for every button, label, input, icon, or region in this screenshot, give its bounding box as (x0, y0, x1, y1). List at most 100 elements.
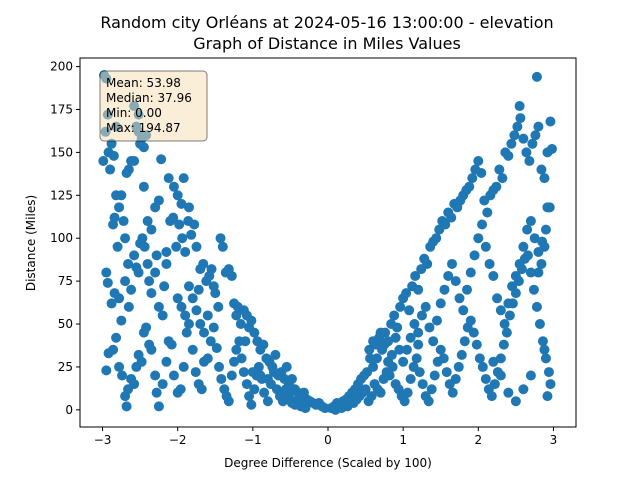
data-point-254 (521, 147, 532, 158)
y-tick-label: 100 (50, 231, 73, 245)
stats-box: Mean: 53.98 Median: 37.96 Min: 0.00 Max:… (99, 70, 208, 142)
data-point-288 (384, 370, 395, 381)
stats-median: Median: 37.96 (106, 91, 192, 105)
y-tick-label: 175 (50, 102, 73, 116)
x-axis-label: Degree Difference (Scaled by 100) (224, 456, 432, 470)
data-point-407 (180, 310, 191, 321)
data-point-54 (150, 267, 161, 278)
data-point-421 (114, 293, 125, 304)
data-point-69 (191, 241, 202, 252)
data-point-138 (157, 379, 168, 390)
data-point-298 (414, 367, 425, 378)
data-point-380 (522, 224, 533, 235)
data-point-317 (471, 339, 482, 350)
data-point-78 (213, 301, 224, 312)
data-point-415 (146, 224, 157, 235)
data-point-414 (142, 216, 153, 227)
data-point-136 (151, 387, 162, 398)
data-point-238 (473, 155, 484, 166)
data-point-20 (129, 155, 140, 166)
data-point-124 (121, 401, 132, 412)
data-point-61 (168, 212, 179, 223)
data-point-295 (405, 373, 416, 384)
data-point-337 (531, 301, 542, 312)
y-tick-label: 200 (50, 60, 73, 74)
stats-mean: Mean: 53.98 (106, 76, 181, 90)
y-tick-label: 25 (58, 360, 73, 374)
data-point-72 (198, 258, 209, 269)
data-point-311 (453, 361, 464, 372)
data-point-410 (191, 305, 202, 316)
data-point-354 (424, 322, 435, 333)
data-point-367 (473, 233, 484, 244)
data-point-381 (525, 216, 536, 227)
data-point-371 (488, 270, 499, 281)
data-point-372 (492, 293, 503, 304)
data-point-11 (109, 212, 120, 223)
data-point-360 (447, 258, 457, 269)
x-axis-ticks: −3 −2 −1 0 1 2 3 (94, 427, 557, 447)
data-point-394 (390, 332, 401, 343)
data-point-25 (138, 142, 149, 153)
data-point-409 (187, 293, 198, 304)
data-point-221 (422, 258, 433, 269)
data-point-215 (404, 305, 415, 316)
data-point-343 (542, 391, 553, 402)
data-point-64 (177, 233, 188, 244)
data-point-117 (101, 365, 112, 376)
data-point-262 (545, 116, 556, 127)
data-point-56 (153, 301, 164, 312)
data-point-326 (498, 339, 509, 350)
data-point-170 (246, 399, 257, 410)
data-point-307 (441, 367, 452, 378)
data-point-396 (398, 356, 409, 367)
data-point-320 (480, 373, 491, 384)
data-point-322 (486, 391, 497, 402)
data-point-301 (423, 396, 434, 407)
data-point-103 (281, 361, 292, 372)
data-points-group (98, 70, 557, 415)
data-point-419 (161, 246, 172, 257)
data-point-369 (480, 241, 491, 252)
data-point-236 (467, 173, 478, 184)
data-point-400 (413, 339, 424, 350)
data-point-137 (153, 401, 164, 412)
data-point-268 (536, 258, 547, 269)
data-point-376 (507, 281, 518, 292)
data-point-379 (518, 241, 529, 252)
data-point-167 (238, 367, 249, 378)
y-axis-ticks: 0 25 50 75 100 125 150 175 200 (50, 60, 80, 417)
data-point-375 (503, 298, 514, 309)
data-point-366 (469, 250, 480, 261)
data-point-386 (544, 202, 555, 213)
data-point-214 (401, 288, 412, 299)
data-point-156 (211, 343, 222, 354)
data-point-50 (139, 241, 150, 252)
data-point-80 (217, 241, 228, 252)
data-point-350 (488, 356, 499, 367)
data-point-259 (536, 164, 547, 175)
data-point-384 (537, 236, 548, 247)
data-point-212 (395, 301, 406, 312)
data-point-393 (386, 349, 397, 360)
data-point-363 (458, 305, 469, 316)
data-point-158 (216, 373, 227, 384)
data-point-52 (144, 276, 155, 287)
data-point-92 (249, 327, 260, 338)
data-point-105 (286, 373, 297, 384)
data-point-293 (399, 396, 410, 407)
data-point-345 (525, 370, 536, 381)
data-point-248 (503, 150, 514, 161)
data-point-280 (360, 384, 371, 395)
data-point-398 (405, 332, 416, 343)
data-point-217 (410, 270, 421, 281)
data-point-40 (112, 241, 123, 252)
data-point-34 (178, 173, 189, 184)
data-point-264 (531, 71, 542, 82)
x-tick-label: −2 (169, 433, 187, 447)
data-point-53 (146, 288, 157, 299)
data-point-7 (108, 150, 119, 161)
data-point-121 (114, 361, 125, 372)
data-point-9 (105, 164, 116, 175)
data-point-142 (168, 370, 179, 381)
